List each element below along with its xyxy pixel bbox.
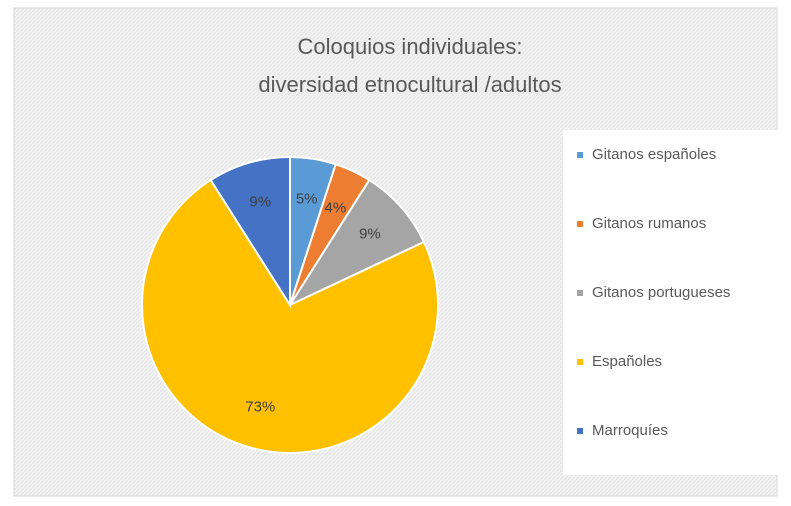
legend-marker — [577, 428, 583, 434]
data-label: 9% — [249, 194, 271, 211]
pie-slice — [287, 178, 426, 308]
legend-label: Gitanos rumanos — [592, 215, 706, 232]
data-label: 9% — [359, 225, 381, 242]
chart-title: Coloquios individuales: — [297, 34, 522, 59]
chart-title: diversidad etnocultural /adultos — [258, 72, 561, 97]
legend-label: Gitanos portugueses — [592, 284, 730, 301]
data-label: 73% — [245, 398, 275, 415]
pie-slice — [141, 178, 439, 454]
legend-box — [563, 130, 778, 475]
legend-marker — [577, 290, 583, 296]
legend-marker — [577, 359, 583, 365]
legend-label: Gitanos españoles — [592, 146, 716, 163]
data-label: 4% — [325, 200, 347, 217]
pie-slice — [209, 155, 291, 309]
legend-marker — [577, 152, 583, 158]
legend-label: Marroquíes — [592, 422, 668, 439]
legend-label: Españoles — [592, 353, 662, 370]
legend-marker — [577, 221, 583, 227]
data-label: 5% — [296, 191, 318, 208]
